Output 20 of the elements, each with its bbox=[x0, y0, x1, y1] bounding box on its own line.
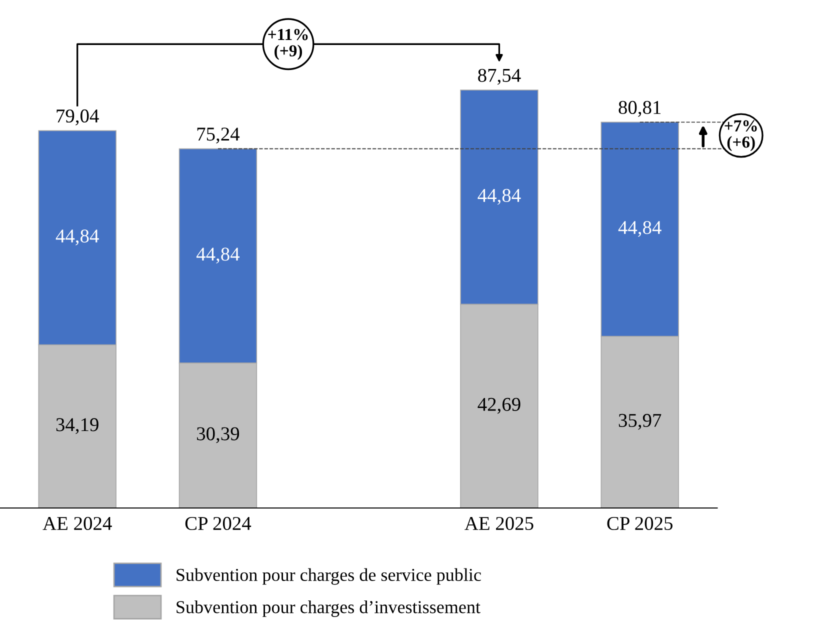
data-label: 34,19 bbox=[56, 418, 98, 434]
data-label: 44,84 bbox=[478, 188, 521, 205]
text: +11% (+9) bbox=[268, 28, 308, 60]
x-tick-label: CP 2025 bbox=[607, 516, 672, 530]
total-label: 80,81 bbox=[618, 100, 661, 117]
data-label: 30,39 bbox=[197, 427, 240, 444]
total-label: 75,24 bbox=[197, 128, 240, 144]
legend-label: Subvention pour charges de service public bbox=[176, 568, 481, 585]
total-label: 79,04 bbox=[56, 109, 99, 126]
data-label: 35,97 bbox=[618, 414, 662, 430]
data-label: 44,84 bbox=[618, 220, 662, 237]
data-label: 42,69 bbox=[478, 398, 520, 414]
legend-label: Subvention pour charges d’investissement bbox=[176, 600, 480, 617]
text: +7% (+6) bbox=[724, 120, 757, 152]
data-label: 44,84 bbox=[196, 248, 240, 264]
total-label: 87,54 bbox=[478, 68, 521, 85]
x-tick-label: AE 2025 bbox=[464, 516, 534, 530]
x-tick-label: AE 2024 bbox=[42, 516, 112, 530]
x-tick-label: CP 2024 bbox=[185, 516, 252, 530]
data-label: 44,84 bbox=[56, 229, 99, 246]
